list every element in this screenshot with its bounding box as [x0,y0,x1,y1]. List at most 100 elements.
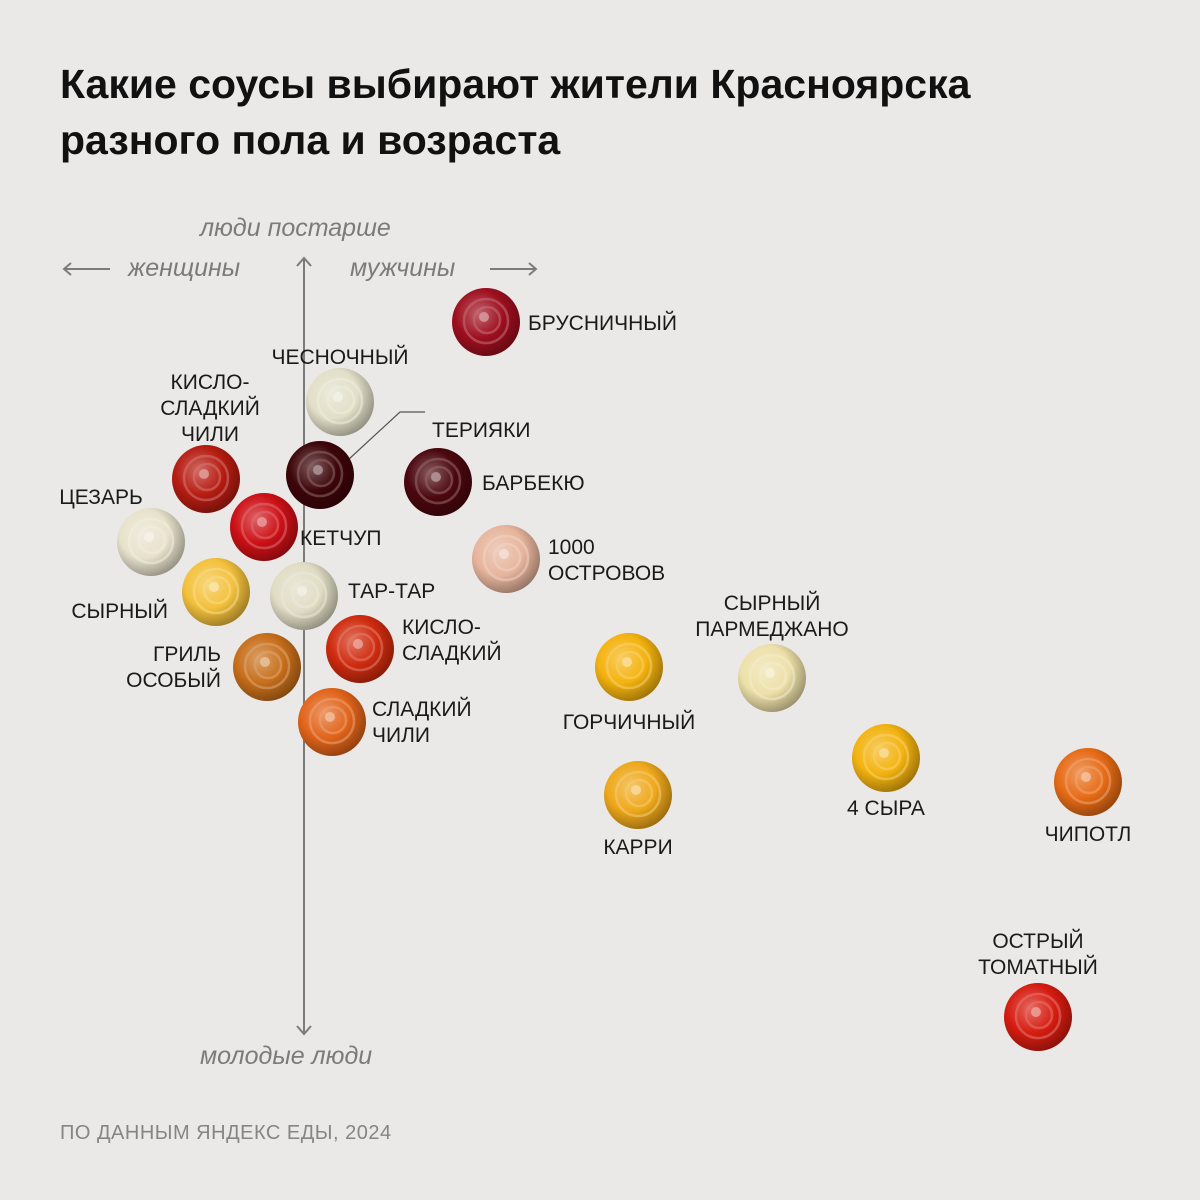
sauce-point [117,508,185,576]
sauce-highlight [1081,772,1091,782]
sauce-highlight [144,532,154,542]
sauce-label-2: ТЕРИЯКИ [432,419,530,442]
sauce-point [233,633,301,701]
sauce-swirl-ring [127,517,175,565]
sauce-dollop-15 [604,761,672,829]
sauce-swirl-ring [1074,765,1104,795]
sauce-swirl-ring [290,579,320,609]
sauce-label-line: ТОМАТНЫЙ [978,955,1098,979]
sauce-label-line: ЧИЛИ [181,423,239,446]
axis-arrow-left-icon [62,262,72,276]
sauce-highlight [631,785,641,795]
sauce-swirl-ring [336,624,384,672]
sauce-swirl-ring [306,458,336,488]
sauce-dollop-10 [233,633,301,701]
sauce-points [117,288,1122,1051]
sauce-swirl-ring [318,705,348,735]
sauce-dollop-13 [595,633,663,701]
sauce-label-7: 1000 ОСТРОВОВ [548,536,665,585]
sauce-swirl-ring [758,661,788,691]
sauce-label-line: ТЕРИЯКИ [432,419,530,442]
sauce-swirl-ring [472,305,502,335]
sauce-label-15: КАРРИ [603,836,672,859]
sauce-swirl-ring [192,567,240,615]
sauce-swirl-ring [614,770,662,818]
sauce-highlight [209,582,219,592]
sauce-dollop-1 [306,368,374,436]
sauce-swirl-ring [243,642,291,690]
sauce-label-line: КИСЛО- [402,616,481,639]
sauce-dollop-9 [270,562,338,630]
sauce-dollop-4 [404,448,472,516]
sauce-dollop-5 [117,508,185,576]
axis-arrow-up-icon [296,256,312,267]
title-line-2: разного пола и возраста [60,117,561,163]
sauce-label-line: КИСЛО- [171,371,250,394]
sauce-swirl-ring [308,697,356,745]
sauce-swirl-ring [424,465,454,495]
sauce-label-line: 4 СЫРА [847,797,925,820]
sauce-label-line: ЧЕСНОЧНЫЙ [271,345,408,369]
sauce-dollop-8 [182,558,250,626]
sauce-dollop-12 [298,688,366,756]
sauce-swirl-ring [346,632,376,662]
sauce-label-14: СЫРНЫЙ ПАРМЕДЖАНО [695,591,849,641]
teriyaki-leader-line [347,411,425,461]
sauce-highlight [499,549,509,559]
sauce-label-0: БРУСНИЧНЫЙ [528,311,677,335]
sauce-point [326,615,394,683]
sauce-point [182,558,250,626]
sauce-highlight [333,392,343,402]
sauce-swirl-ring [253,650,283,680]
sauce-label-4: БАРБЕКЮ [482,472,585,495]
sauce-swirl-ring [1064,757,1112,805]
sauce-dollop-11 [326,615,394,683]
sauce-highlight [879,748,889,758]
sauce-point [172,445,240,513]
sauce-swirl-ring [137,525,167,555]
sauce-label-line: ГОРЧИЧНЫЙ [563,710,695,734]
sauce-highlight [257,517,267,527]
axis-left-label: женщины [128,254,241,282]
sauce-point [1004,983,1072,1051]
sauce-highlight [622,657,632,667]
sauce-swirl-ring [615,650,645,680]
axes-lines [62,256,538,1036]
sauce-label-line: СЛАДКИЙ [372,697,472,721]
sauce-swirl-ring [1014,992,1062,1040]
sauce-label-16: 4 СЫРА [847,797,925,820]
sauce-label-line: 1000 [548,536,595,559]
sauce-point [270,562,338,630]
sauce-dollop-18 [1004,983,1072,1051]
sauce-swirl-ring [296,450,344,498]
sauce-point [286,441,354,509]
sauce-swirl-ring [605,642,653,690]
sauce-swirl-ring [202,575,232,605]
sauce-point [472,525,540,593]
sauce-highlight [297,586,307,596]
sauce-dollop-14 [738,644,806,712]
sauce-label-line: ОСТРЫЙ [992,929,1083,953]
sauce-dollop-16 [852,724,920,792]
sauce-swirl-ring [872,741,902,771]
sauce-label-line: ТАР-ТАР [348,580,435,603]
sauce-label-line: ПАРМЕДЖАНО [695,618,849,641]
sauce-swirl-ring [414,457,462,505]
sauce-label-line: СЛАДКИЙ [160,396,260,420]
sauce-swirl-ring [624,778,654,808]
sauce-label-18: ОСТРЫЙ ТОМАТНЫЙ [978,929,1098,979]
sauce-highlight [260,657,270,667]
sauce-swirl-ring [280,571,328,619]
sauce-label-line: КЕТЧУП [300,527,382,550]
sauce-label-line: СЛАДКИЙ [402,641,502,665]
sauce-highlight [325,712,335,722]
sauce-highlight [353,639,363,649]
sauce-label-line: ЦЕЗАРЬ [59,486,143,509]
sauce-label-11: КИСЛО-СЛАДКИЙ [402,616,502,665]
sauce-dollop-3 [172,445,240,513]
sauce-label-8: СЫРНЫЙ [71,599,168,623]
sauce-label-9: ТАР-ТАР [348,580,435,603]
sauce-label-line: КАРРИ [603,836,672,859]
